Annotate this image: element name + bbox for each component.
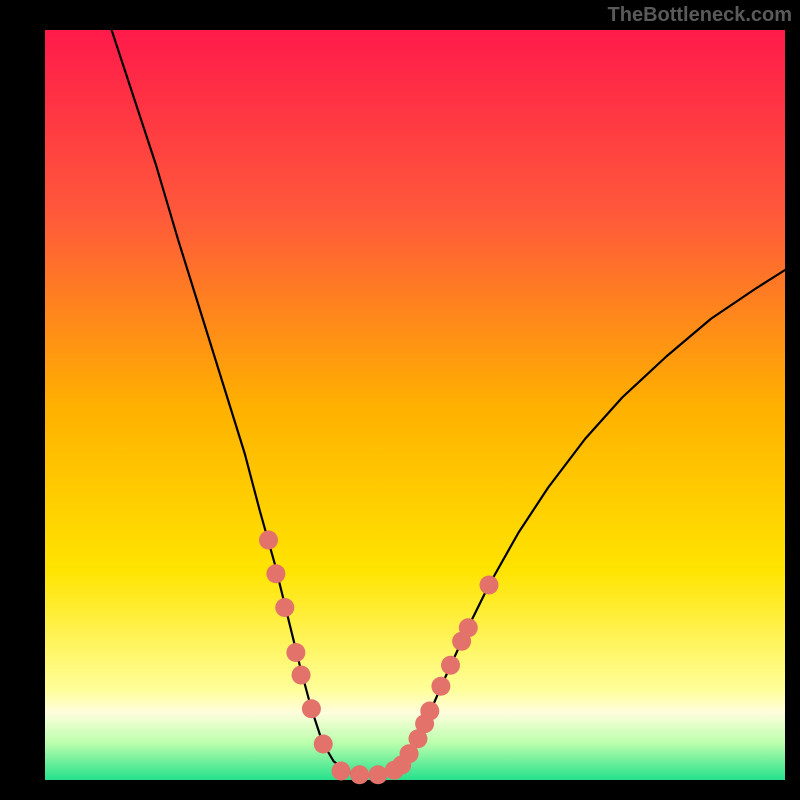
chart-plot-area xyxy=(45,30,785,780)
watermark-text: TheBottleneck.com xyxy=(608,4,792,27)
